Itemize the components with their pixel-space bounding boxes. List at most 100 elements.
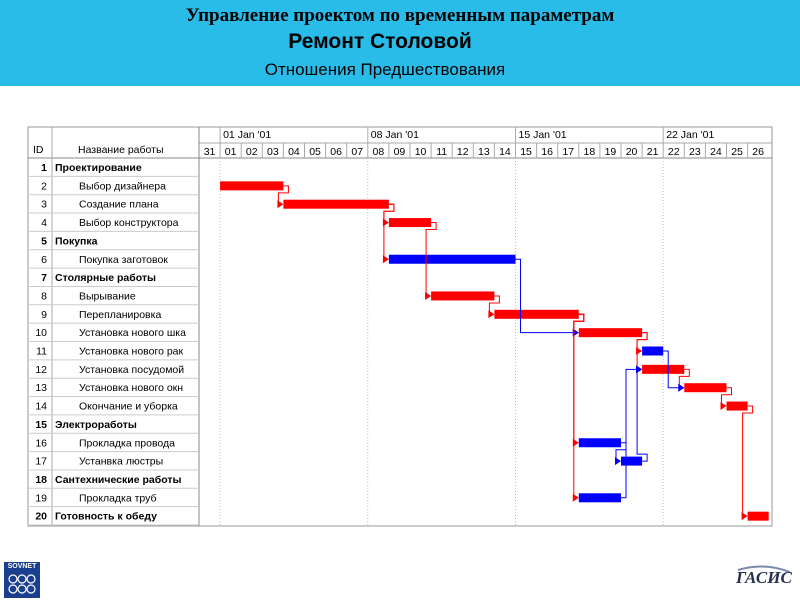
task-bar bbox=[684, 383, 727, 393]
task-name: Устанвка люстры bbox=[79, 456, 163, 468]
gantt-frame bbox=[27, 126, 773, 527]
task-id: 1 bbox=[41, 162, 47, 174]
task-id: 9 bbox=[41, 309, 47, 321]
dependency-arrow bbox=[382, 255, 389, 264]
task-bar bbox=[578, 328, 643, 338]
day-label: 31 bbox=[204, 146, 216, 158]
day-label: 17 bbox=[562, 146, 574, 158]
task-id: 17 bbox=[35, 456, 47, 468]
day-label: 19 bbox=[605, 146, 617, 158]
task-bar bbox=[642, 346, 664, 356]
task-id: 5 bbox=[41, 235, 47, 247]
dependency-link bbox=[515, 258, 574, 334]
dependency-link bbox=[636, 369, 648, 462]
task-bar bbox=[431, 291, 495, 301]
task-bar bbox=[494, 309, 579, 319]
day-label: 12 bbox=[457, 146, 469, 158]
day-label: 09 bbox=[394, 146, 406, 158]
task-id: 2 bbox=[41, 180, 47, 192]
header-banner: Управление проектом по временным парамет… bbox=[0, 0, 800, 86]
task-name: Покупка bbox=[55, 235, 98, 247]
day-label: 04 bbox=[288, 146, 300, 158]
day-label: 13 bbox=[478, 146, 490, 158]
task-name: Прокладка труб bbox=[79, 492, 157, 504]
task-name: Выбор дизайнера bbox=[79, 180, 166, 192]
task-bar bbox=[747, 511, 769, 521]
sovnet-logo-rings-icon bbox=[8, 574, 36, 594]
day-label: 20 bbox=[626, 146, 638, 158]
project-title: Ремонт Столовой bbox=[288, 30, 472, 53]
dependency-link bbox=[721, 387, 732, 407]
dependency-arrow bbox=[572, 493, 579, 502]
dependency-link bbox=[425, 222, 437, 296]
task-bar bbox=[726, 401, 748, 411]
task-name: Вырывание bbox=[79, 290, 136, 302]
task-name: Прокладка провода bbox=[79, 437, 175, 449]
day-label: 07 bbox=[351, 146, 363, 158]
dependency-link bbox=[663, 350, 680, 389]
dependency-link bbox=[621, 368, 638, 499]
task-id: 20 bbox=[35, 511, 47, 523]
day-label: 16 bbox=[541, 146, 553, 158]
task-id: 15 bbox=[35, 419, 47, 431]
task-name: Электроработы bbox=[55, 419, 137, 431]
dependency-link bbox=[573, 313, 585, 498]
dependency-arrow bbox=[425, 291, 432, 300]
id-column-header: ID bbox=[33, 144, 44, 156]
day-label: 10 bbox=[415, 146, 427, 158]
task-id: 8 bbox=[41, 290, 47, 302]
dependency-link bbox=[678, 368, 690, 388]
task-bar bbox=[283, 199, 389, 209]
day-label: 05 bbox=[309, 146, 321, 158]
dependency-link bbox=[636, 332, 648, 370]
task-name: Создание плана bbox=[79, 199, 159, 211]
task-id: 6 bbox=[41, 254, 47, 266]
page-subtitle: Отношения Предшествования bbox=[264, 60, 506, 79]
page-title: Управление проектом по временным парамет… bbox=[185, 5, 615, 26]
day-label: 08 bbox=[373, 146, 385, 158]
task-id: 14 bbox=[35, 401, 47, 413]
task-id: 13 bbox=[35, 382, 47, 394]
day-label: 15 bbox=[520, 146, 532, 158]
dependency-arrow bbox=[741, 512, 748, 521]
task-name: Перепланировка bbox=[79, 309, 161, 321]
day-label: 23 bbox=[689, 146, 701, 158]
task-bar bbox=[642, 364, 685, 374]
day-label: 26 bbox=[752, 146, 764, 158]
day-label: 02 bbox=[246, 146, 258, 158]
dependency-link bbox=[277, 185, 289, 205]
task-id: 10 bbox=[35, 327, 47, 339]
day-label: 06 bbox=[330, 146, 342, 158]
dependency-arrow bbox=[678, 383, 685, 392]
task-bar bbox=[621, 456, 643, 466]
dependency-arrow bbox=[720, 402, 727, 411]
task-bar bbox=[578, 438, 621, 448]
dependency-link bbox=[488, 295, 500, 315]
task-name: Окончание и уборка bbox=[79, 401, 178, 413]
task-name: Готовность к обеду bbox=[55, 511, 157, 523]
dependency-arrow bbox=[488, 310, 495, 319]
day-label: 03 bbox=[267, 146, 279, 158]
dependency-arrow bbox=[636, 365, 643, 374]
day-label: 01 bbox=[225, 146, 237, 158]
task-id: 4 bbox=[41, 217, 47, 229]
week-label: 15 Jan '01 bbox=[519, 129, 567, 141]
task-bar bbox=[220, 181, 284, 191]
task-name: Проектирование bbox=[55, 162, 142, 174]
gasis-swoosh-icon bbox=[737, 565, 791, 573]
week-label: 01 Jan '01 bbox=[223, 129, 271, 141]
task-id: 18 bbox=[35, 474, 47, 486]
task-id: 19 bbox=[35, 492, 47, 504]
task-bar bbox=[388, 218, 432, 228]
task-name: Столярные работы bbox=[55, 272, 156, 284]
task-id: 12 bbox=[35, 364, 47, 376]
task-name: Установка нового рак bbox=[79, 346, 184, 358]
task-name: Установка нового окн bbox=[79, 382, 183, 394]
week-label: 08 Jan '01 bbox=[371, 129, 419, 141]
day-label: 18 bbox=[584, 146, 596, 158]
gasis-logo: ГАСИС bbox=[736, 564, 792, 594]
day-label: 24 bbox=[710, 146, 722, 158]
day-label: 11 bbox=[436, 146, 447, 158]
task-bar bbox=[578, 493, 621, 503]
